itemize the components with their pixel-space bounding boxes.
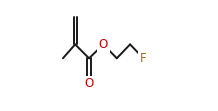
Text: O: O (99, 38, 108, 51)
Text: O: O (84, 77, 94, 90)
Text: F: F (140, 52, 147, 65)
